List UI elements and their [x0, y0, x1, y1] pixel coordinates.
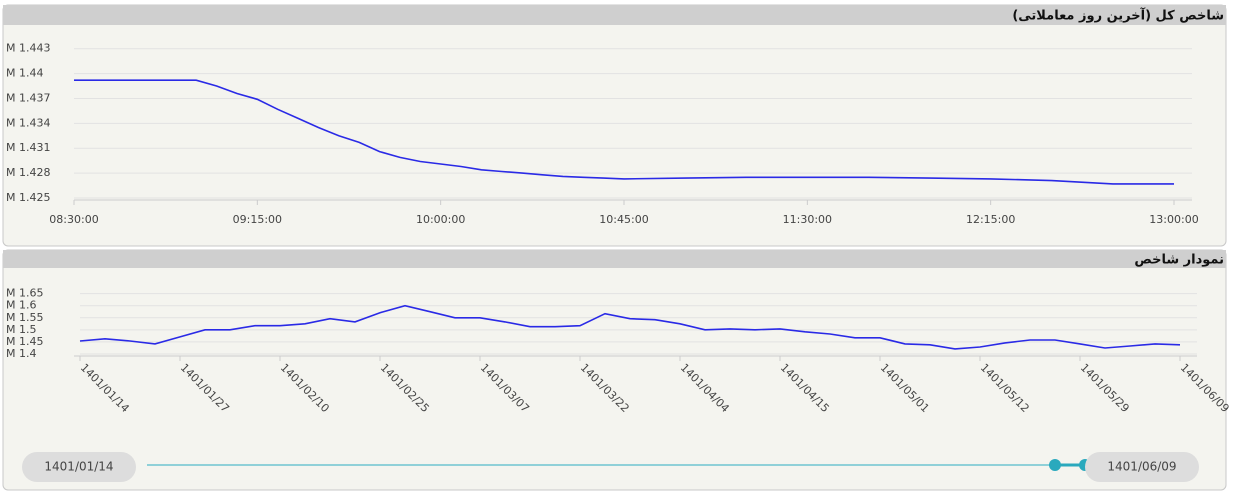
panel-header	[3, 5, 1226, 25]
y-tick-label: M 1.425	[6, 191, 50, 204]
x-tick-label: 11:30:00	[783, 213, 832, 226]
x-tick-label: 09:15:00	[233, 213, 282, 226]
x-tick-label: 10:00:00	[416, 213, 465, 226]
x-tick-label: 13:00:00	[1149, 213, 1198, 226]
slider-end: 1401/06/09	[1107, 460, 1176, 474]
slider-start: 1401/01/14	[44, 460, 113, 474]
slider-end-box[interactable]	[1085, 452, 1199, 482]
panel	[2, 4, 1227, 247]
chart-title: نمودار شاخص	[1134, 253, 1224, 268]
y-tick-label: M 1.45	[6, 335, 43, 348]
y-tick-label: M 1.55	[6, 311, 43, 324]
y-tick-label: M 1.4	[6, 347, 36, 360]
data-line	[74, 79, 1174, 185]
slider-start-box[interactable]	[22, 452, 136, 482]
data-line	[79, 304, 1181, 350]
y-tick-label: M 1.6	[6, 299, 36, 312]
y-tick-label: M 1.437	[6, 91, 50, 104]
slider-handle[interactable]	[1049, 459, 1061, 471]
y-tick-label: M 1.5	[6, 323, 36, 336]
y-tick-label: M 1.434	[6, 116, 50, 129]
y-tick-label: M 1.431	[6, 141, 50, 154]
x-tick-label: 12:15:00	[966, 213, 1015, 226]
y-tick-label: M 1.428	[6, 166, 50, 179]
y-tick-label: M 1.65	[6, 287, 43, 300]
x-tick-label: 08:30:00	[49, 213, 98, 226]
chart-title: شاخص کل (آخرین روز معاملاتی)	[1012, 7, 1224, 24]
y-tick-label: M 1.44	[6, 67, 43, 80]
x-tick-label: 10:45:00	[599, 213, 648, 226]
panel-header	[3, 250, 1226, 268]
y-tick-label: M 1.443	[6, 42, 50, 55]
